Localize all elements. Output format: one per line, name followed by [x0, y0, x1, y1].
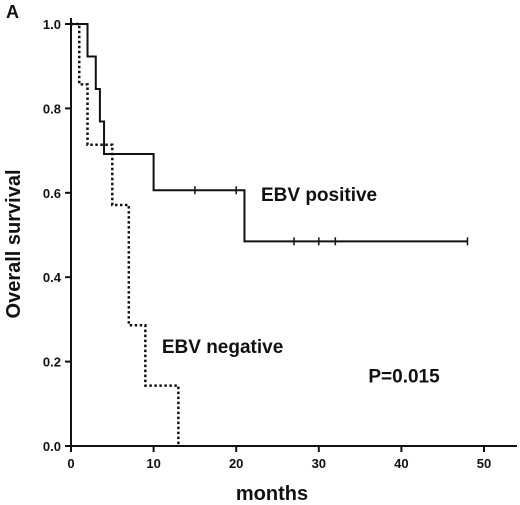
x-tick-label: 40 — [394, 456, 408, 471]
annotation-layer: EBV positive EBV negative P=0.015 — [162, 185, 440, 387]
annotation-ebv-negative: EBV negative — [162, 337, 283, 358]
y-tick-label: 0.8 — [43, 101, 61, 116]
y-tick-label: 1.0 — [43, 17, 61, 32]
y-tick-label: 0.0 — [43, 439, 61, 454]
y-tick-label: 0.4 — [43, 270, 62, 285]
x-tick-label: 10 — [146, 456, 160, 471]
y-tick-label: 0.2 — [43, 355, 61, 370]
annotation-ebv-positive: EBV positive — [261, 185, 377, 206]
y-tick-label: 0.6 — [43, 186, 61, 201]
annotation-p-0-015: P=0.015 — [368, 367, 440, 388]
axes: 0 10 20 30 40 50 0.0 0.2 0.4 0.6 0.8 1.0 — [43, 17, 517, 471]
series-layer — [71, 22, 469, 446]
x-tick-label: 50 — [477, 456, 491, 471]
x-axis-title: months — [236, 483, 308, 505]
panel-label: A — [6, 2, 19, 22]
y-axis-title: Overall survival — [3, 170, 25, 319]
ebv-positive-series — [71, 23, 469, 246]
ebv-negative-curve — [71, 22, 180, 446]
x-tick-label: 20 — [229, 456, 243, 471]
ebv-positive-curve — [71, 23, 468, 243]
ebv-negative-series — [71, 22, 180, 446]
x-tick-label: 30 — [312, 456, 326, 471]
x-tick-label: 0 — [67, 456, 74, 471]
